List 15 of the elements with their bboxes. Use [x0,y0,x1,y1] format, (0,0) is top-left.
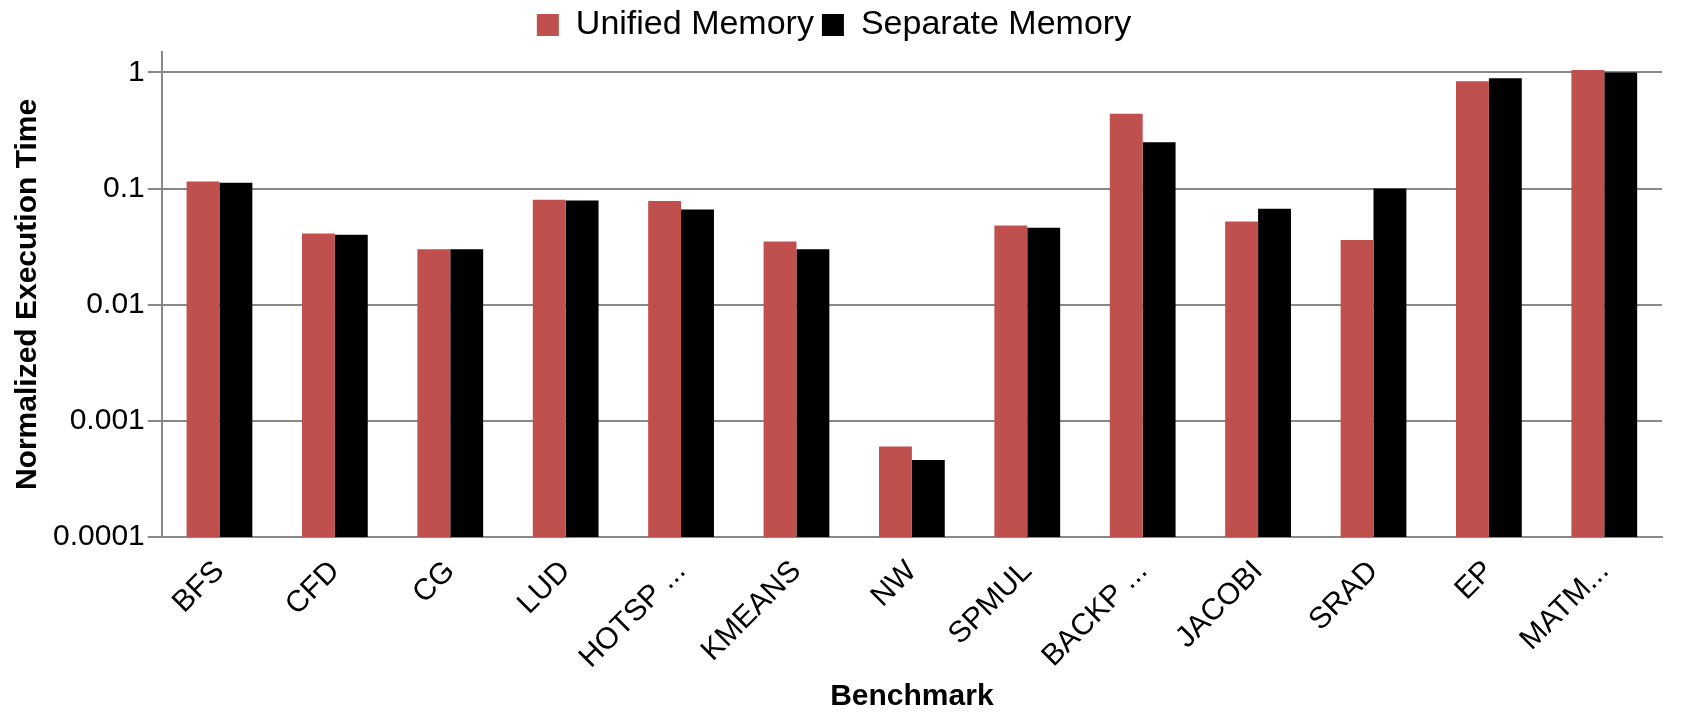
y-tick-label: 0.001 [69,402,145,436]
x-tick-label: BFS [164,553,230,618]
x-tick-label: EP [1447,553,1499,606]
y-tick-label: 0.0001 [52,518,145,552]
y-axis-title: Normalized Execution Time [9,98,43,491]
y-tick-label: 0.01 [86,285,145,319]
x-tick-label: CFD [278,553,345,621]
x-tick-label: NW [863,552,923,613]
y-tick-label: 0.1 [103,169,145,203]
legend-label: Unified Memory [575,3,814,42]
x-tick-label: CG [405,553,461,609]
x-tick-label: LUD [509,553,576,620]
y-tick-label: 1 [128,53,145,87]
legend-label: Separate Memory [860,3,1132,42]
x-axis-title: Benchmark [830,678,994,712]
